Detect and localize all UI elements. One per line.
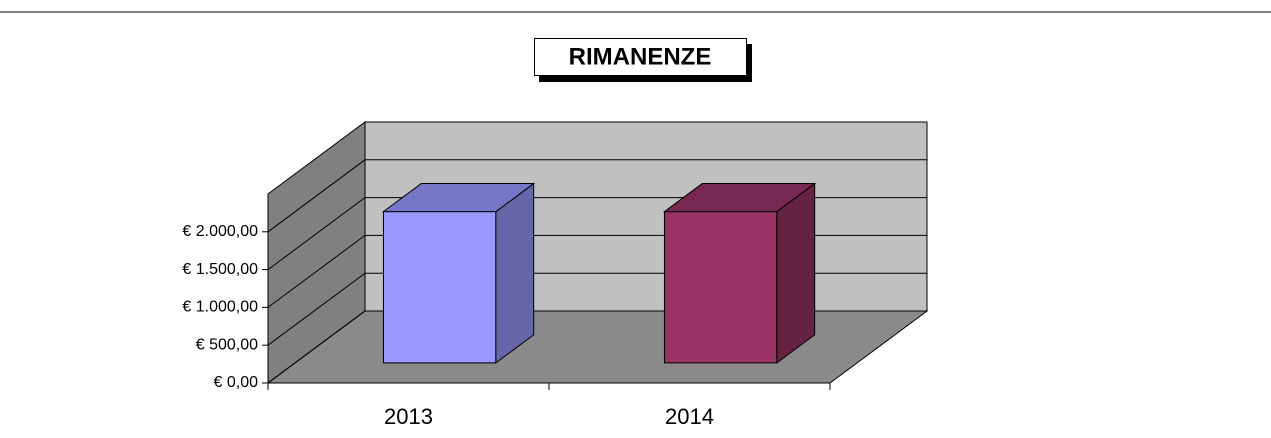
y-tick-label: € 1.000,00: [182, 299, 258, 316]
y-tick-label: € 1.500,00: [182, 261, 258, 278]
floor: [266, 310, 929, 384]
title-box: [534, 38, 747, 76]
y-tick-label: € 500,00: [196, 336, 258, 353]
y-tick-label: € 0,00: [214, 374, 259, 391]
bar-top: [381, 183, 536, 213]
bar-front: [382, 211, 497, 364]
y-tick-label: € 2.000,00: [182, 223, 258, 240]
bar-side: [776, 182, 816, 364]
grid-line: [267, 159, 927, 233]
bar: [381, 182, 536, 364]
x-tick-label: 2013: [384, 404, 433, 429]
bar-side: [495, 182, 535, 364]
bar-front: [663, 211, 778, 364]
chart-title: RIMANENZE: [569, 43, 712, 70]
x-tick-label: 2014: [665, 404, 714, 429]
bar: [662, 182, 817, 364]
bar-top: [662, 183, 817, 213]
